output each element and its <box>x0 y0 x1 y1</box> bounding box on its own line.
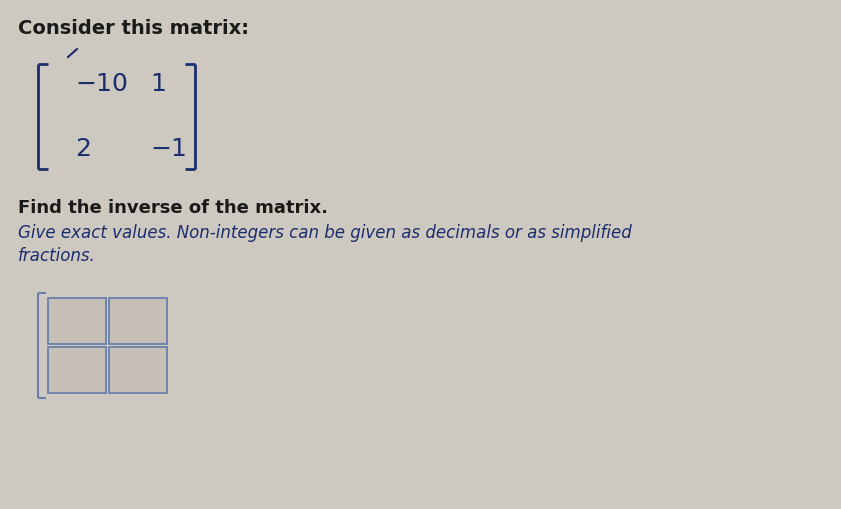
FancyBboxPatch shape <box>48 298 106 344</box>
FancyBboxPatch shape <box>48 347 106 393</box>
Text: $-1$: $-1$ <box>150 137 187 161</box>
Text: fractions.: fractions. <box>18 247 96 265</box>
FancyBboxPatch shape <box>109 298 167 344</box>
Text: $1$: $1$ <box>150 72 166 96</box>
Text: Consider this matrix:: Consider this matrix: <box>18 19 249 38</box>
FancyBboxPatch shape <box>109 347 167 393</box>
Text: Find the inverse of the matrix.: Find the inverse of the matrix. <box>18 199 328 217</box>
Text: $-10$: $-10$ <box>75 72 128 96</box>
Text: $2$: $2$ <box>75 137 91 161</box>
Text: Give exact values. Non-integers can be given as decimals or as simplified: Give exact values. Non-integers can be g… <box>18 224 632 242</box>
